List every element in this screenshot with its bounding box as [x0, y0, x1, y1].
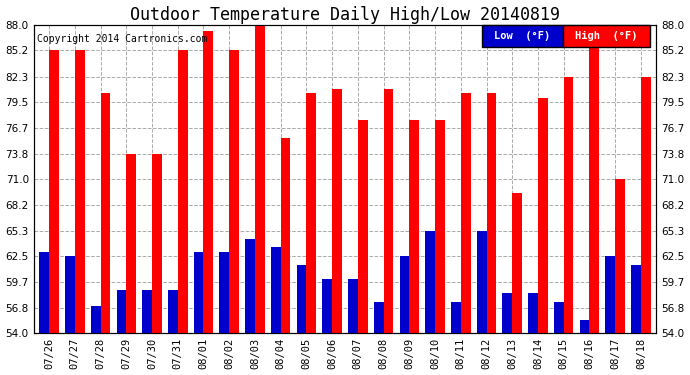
Bar — [486, 93, 496, 375]
Bar — [204, 32, 213, 375]
Bar — [605, 256, 615, 375]
Bar — [219, 252, 229, 375]
Bar — [502, 292, 512, 375]
Bar — [245, 239, 255, 375]
Bar — [178, 51, 188, 375]
Bar — [564, 77, 573, 375]
Bar — [322, 279, 332, 375]
Bar — [435, 120, 445, 375]
Bar — [641, 77, 651, 375]
Bar — [529, 292, 538, 375]
Bar — [152, 154, 161, 375]
Bar — [332, 88, 342, 375]
Bar — [142, 290, 152, 375]
Bar — [126, 154, 136, 375]
Bar — [271, 247, 281, 375]
Bar — [194, 252, 204, 375]
Bar — [348, 279, 358, 375]
Bar — [101, 93, 110, 375]
Bar — [400, 256, 409, 375]
Bar — [409, 120, 419, 375]
Bar — [451, 302, 461, 375]
Text: Copyright 2014 Cartronics.com: Copyright 2014 Cartronics.com — [37, 34, 207, 44]
Bar — [384, 88, 393, 375]
Bar — [39, 252, 49, 375]
Bar — [65, 256, 75, 375]
Bar — [374, 302, 384, 375]
Bar — [168, 290, 178, 375]
Bar — [229, 51, 239, 375]
Bar — [306, 93, 316, 375]
Bar — [580, 320, 589, 375]
Bar — [615, 179, 625, 375]
Bar — [538, 98, 548, 375]
Bar — [49, 51, 59, 375]
Bar — [512, 193, 522, 375]
Title: Outdoor Temperature Daily High/Low 20140819: Outdoor Temperature Daily High/Low 20140… — [130, 6, 560, 24]
Bar — [589, 43, 599, 375]
Bar — [75, 51, 85, 375]
Bar — [477, 231, 486, 375]
Bar — [358, 120, 368, 375]
Bar — [255, 25, 265, 375]
Bar — [425, 231, 435, 375]
Bar — [631, 266, 641, 375]
Bar — [554, 302, 564, 375]
Bar — [117, 290, 126, 375]
Bar — [91, 306, 101, 375]
Bar — [461, 93, 471, 375]
Bar — [281, 138, 290, 375]
Bar — [297, 266, 306, 375]
